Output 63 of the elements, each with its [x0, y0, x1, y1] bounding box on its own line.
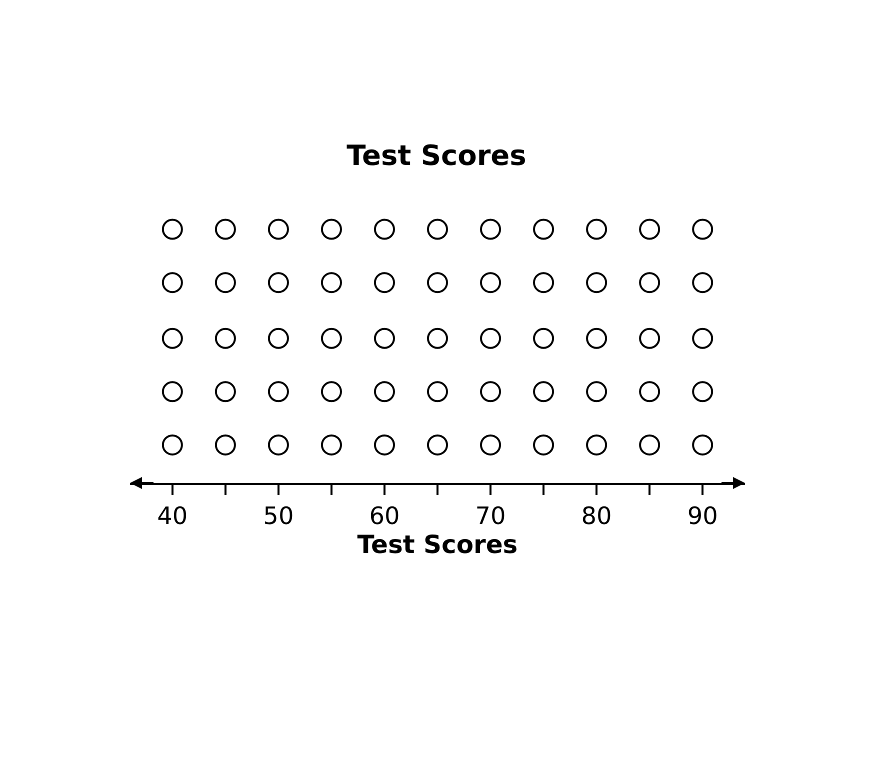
x-tick-label: 80	[581, 502, 612, 530]
point	[533, 381, 554, 402]
point	[320, 272, 342, 294]
point	[586, 328, 608, 349]
point	[320, 434, 342, 456]
x-tick-label: 40	[157, 502, 188, 530]
point	[692, 272, 714, 294]
point	[374, 434, 395, 456]
x-tick-label: 60	[369, 502, 400, 530]
x-tick-label: 70	[475, 502, 506, 530]
point	[320, 381, 342, 402]
point	[427, 381, 448, 402]
point	[214, 272, 236, 294]
point	[692, 434, 714, 456]
point	[639, 328, 660, 349]
point	[533, 218, 554, 240]
point	[480, 381, 502, 402]
point	[427, 434, 448, 456]
chart-title: Test Scores	[346, 138, 526, 172]
point	[639, 381, 660, 402]
point	[214, 218, 236, 240]
x-axis-title: Test Scores	[357, 530, 518, 559]
point	[268, 381, 289, 402]
point	[268, 272, 289, 294]
point	[533, 434, 554, 456]
x-tick-label: 50	[263, 502, 294, 530]
point	[639, 272, 660, 294]
point	[374, 272, 395, 294]
point	[427, 328, 448, 349]
point	[427, 218, 448, 240]
point	[214, 328, 236, 349]
point	[268, 434, 289, 456]
point	[162, 381, 183, 402]
point	[480, 218, 502, 240]
point	[268, 218, 289, 240]
point	[480, 328, 502, 349]
point	[480, 272, 502, 294]
point	[162, 218, 183, 240]
point	[214, 434, 236, 456]
point	[586, 381, 608, 402]
point	[374, 381, 395, 402]
point	[692, 218, 714, 240]
point	[162, 434, 183, 456]
point	[692, 328, 714, 349]
point	[586, 218, 608, 240]
point	[162, 328, 183, 349]
point	[480, 434, 502, 456]
point	[692, 381, 714, 402]
point	[586, 272, 608, 294]
point	[586, 434, 608, 456]
point	[374, 218, 395, 240]
point	[268, 328, 289, 349]
point	[533, 328, 554, 349]
point	[533, 272, 554, 294]
point	[374, 328, 395, 349]
point	[427, 272, 448, 294]
point	[320, 328, 342, 349]
x-tick-label: 90	[687, 502, 718, 530]
point	[639, 434, 660, 456]
point	[162, 272, 183, 294]
point	[639, 218, 660, 240]
point	[214, 381, 236, 402]
point	[320, 218, 342, 240]
